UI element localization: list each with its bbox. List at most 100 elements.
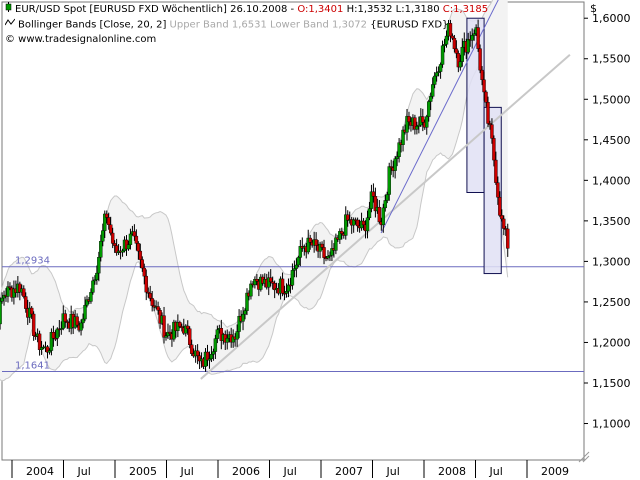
candle-body (444, 35, 449, 45)
candle-body (138, 250, 143, 260)
candle-body (401, 129, 405, 145)
candle-body (195, 350, 200, 356)
candle-body (186, 325, 190, 329)
candle-body (29, 307, 34, 315)
y-tick-label: 1,4500 (592, 134, 631, 147)
candle-body (112, 243, 117, 246)
highlight-box (483, 106, 502, 275)
candle-body (476, 27, 480, 49)
candle-body (108, 224, 113, 234)
candle-body (97, 257, 101, 274)
candle (367, 201, 372, 221)
candle-body (6, 286, 10, 297)
y-tick-label: 1,3500 (592, 215, 631, 228)
y-tick-label: 1,1500 (592, 377, 631, 390)
legend-date: 26.10.2008 (230, 4, 288, 15)
candle-body (79, 322, 83, 331)
candle-body (243, 310, 247, 315)
candle-body (448, 23, 453, 37)
candle (478, 44, 482, 74)
candle-body (387, 166, 391, 195)
candle-body (480, 69, 484, 81)
candle-body (0, 297, 4, 302)
candle (486, 96, 490, 127)
candle-body (128, 233, 133, 245)
candle-body (427, 101, 431, 117)
candle-body (189, 344, 194, 354)
candle-body (502, 218, 506, 229)
candle (83, 296, 87, 322)
candle-body (434, 72, 439, 77)
y-tick-label: 1,3000 (592, 255, 631, 268)
candle-body (500, 215, 504, 220)
legend-copyright: © www.tradesignalonline.com (5, 34, 156, 46)
candle (498, 191, 502, 218)
candle-body (136, 243, 141, 252)
candle-body (95, 272, 99, 281)
candle-body (432, 75, 437, 85)
candle (381, 203, 385, 233)
candle-body (361, 220, 366, 226)
x-tick-label: 2008 (438, 465, 466, 478)
candle-body (156, 306, 160, 311)
legend-high: H:1,3532 (346, 4, 393, 15)
candle (429, 92, 433, 111)
band-fill (0, 0, 508, 381)
candle (425, 114, 429, 135)
candle-body (255, 279, 259, 282)
candle (188, 326, 192, 349)
candle (245, 288, 249, 316)
candle-body (290, 270, 295, 286)
candle-body (486, 102, 490, 124)
candle-body (371, 191, 376, 197)
candle-body (225, 338, 229, 343)
candle (383, 194, 387, 212)
x-tick-label: 2005 (129, 465, 157, 478)
candle-body (442, 44, 447, 46)
candle-body (421, 116, 425, 123)
candle-body (101, 230, 105, 242)
legend-price: EUR/USD Spot [EURUSD FXD Wöchentlich] 26… (5, 2, 488, 16)
candle (134, 229, 139, 251)
candle-body (425, 116, 429, 128)
candle (494, 151, 498, 185)
legend-indicator-symbol: {EURUSD FXD} (370, 19, 449, 31)
candle-body (482, 79, 486, 93)
candle-body (334, 237, 338, 251)
candle-body (466, 39, 470, 53)
candle-body (496, 182, 500, 198)
candle-body (211, 351, 216, 355)
candle-body (31, 313, 36, 336)
candle-body (284, 291, 289, 294)
candle-body (178, 322, 182, 327)
candle-body (99, 241, 103, 258)
candle-body (207, 358, 212, 361)
y-tick-label: 1,4000 (592, 174, 631, 187)
candle-body (395, 156, 399, 159)
candle-body (107, 217, 111, 225)
candle-body (381, 207, 385, 226)
candle (387, 162, 391, 201)
candle (128, 228, 133, 250)
candle (97, 251, 101, 282)
legend-close: C:1,3185 (442, 4, 489, 15)
candle-body (188, 328, 192, 345)
legend-symbol: EUR/USD Spot [EURUSD FXD Wöchentlich] (15, 4, 227, 15)
candle-body (162, 315, 166, 338)
candle-body (0, 301, 2, 325)
candle-body (472, 33, 476, 36)
resize-grip-icon[interactable] (578, 451, 590, 463)
candle (290, 263, 295, 290)
candle (63, 309, 67, 328)
candle-body (140, 259, 145, 269)
candle (490, 118, 494, 144)
candle-body (407, 116, 411, 123)
candle-body (270, 281, 275, 284)
candle-body (322, 247, 326, 258)
candle-body (506, 228, 510, 249)
legend-lower-band: Lower Band 1,3072 (270, 19, 368, 31)
candle-body (134, 235, 139, 244)
candle-body (209, 354, 214, 359)
